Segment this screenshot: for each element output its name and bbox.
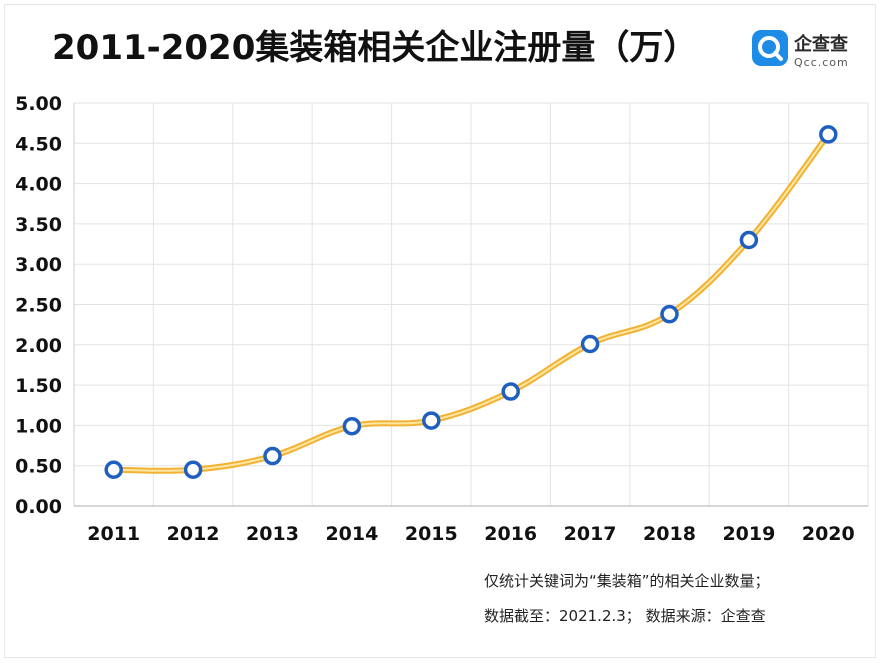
logo-name: 企查查 (794, 34, 848, 55)
x-tick-label: 2019 (722, 523, 775, 545)
y-tick-label: 4.00 (15, 174, 62, 196)
data-point (739, 230, 759, 250)
chart-frame (4, 4, 876, 658)
x-tick-label: 2011 (87, 523, 140, 545)
x-tick-label: 2017 (564, 523, 617, 545)
data-point (580, 334, 600, 354)
data-point (263, 446, 282, 466)
data-point (104, 460, 123, 479)
y-tick-label: 3.50 (15, 214, 62, 236)
x-tick-label: 2015 (405, 523, 458, 545)
y-tick-label: 0.50 (15, 456, 62, 478)
y-tick-label: 2.00 (15, 335, 62, 357)
x-tick-label: 2020 (802, 523, 855, 545)
footnotes: 仅统计关键词为“集装箱”的相关企业数量； 数据截至：2021.2.3； 数据来源… (484, 570, 770, 640)
y-tick-label: 3.00 (15, 254, 62, 276)
data-point (660, 304, 679, 324)
x-tick-label: 2016 (484, 523, 537, 545)
x-tick-label: 2018 (643, 523, 696, 545)
data-point (342, 416, 362, 436)
y-tick-label: 1.00 (15, 415, 62, 437)
series-line-highlight (112, 133, 830, 472)
chart-title: 2011-2020集装箱相关企业注册量（万） (52, 28, 698, 68)
x-tick-label: 2013 (246, 523, 299, 545)
y-tick-label: 5.00 (15, 93, 62, 115)
y-tick-label: 1.50 (15, 375, 62, 397)
data-point (819, 125, 838, 144)
data-point (422, 411, 441, 430)
data-point (183, 460, 203, 479)
data-point (501, 382, 520, 401)
y-tick-label: 2.50 (15, 295, 62, 317)
y-tick-label: 4.50 (15, 133, 62, 155)
qcc-logo-icon (752, 30, 788, 66)
logo-subtext: Qcc.com (794, 56, 849, 69)
footnote-scope: 仅统计关键词为“集装箱”的相关企业数量； (484, 572, 770, 590)
x-tick-label: 2014 (325, 523, 378, 545)
y-tick-label: 0.00 (15, 496, 62, 518)
footnote-source: 数据截至：2021.2.3； 数据来源：企查查 (484, 607, 766, 625)
qcc-logo: 企查查 Qcc.com (750, 24, 870, 80)
x-tick-label: 2012 (167, 523, 220, 545)
